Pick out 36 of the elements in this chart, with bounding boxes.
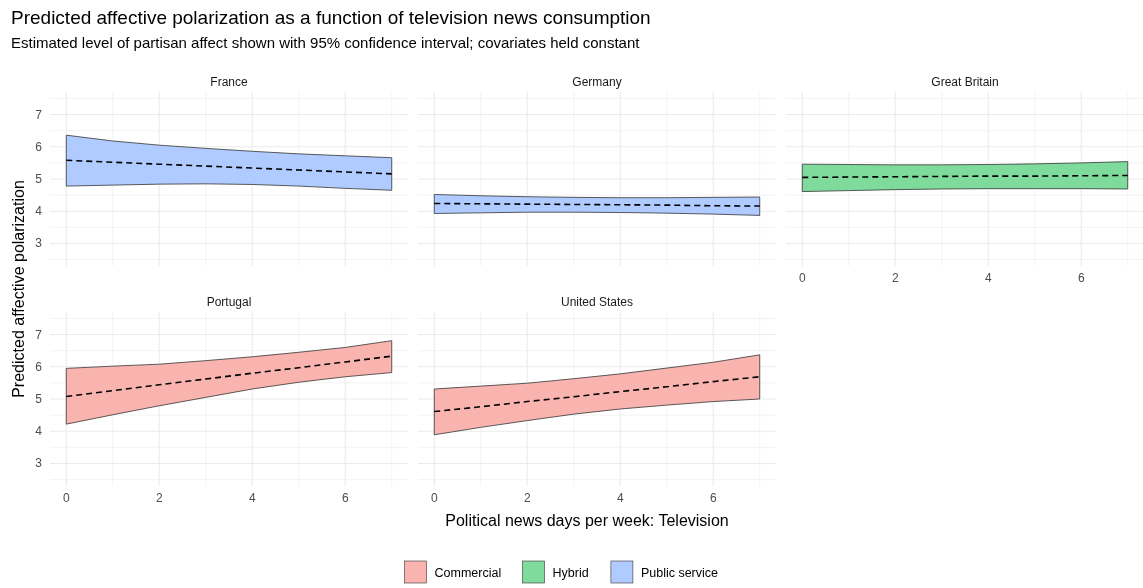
x-tick-label: 2 <box>523 491 531 505</box>
y-tick-label: 5 <box>35 172 43 186</box>
y-tick-label: 3 <box>35 236 43 251</box>
legend-label: Commercial <box>434 566 502 580</box>
x-tick-label: 2 <box>891 271 899 285</box>
y-tick-label: 3 <box>35 456 43 471</box>
y-tick-label: 7 <box>35 327 43 342</box>
chart-title: Germany <box>572 75 622 89</box>
y-tick-label: 6 <box>35 139 43 154</box>
line-series <box>65 355 393 398</box>
x-tick-label: 4 <box>248 491 256 505</box>
x-tick-label: 6 <box>709 491 717 505</box>
chart-title: Great Britain <box>931 75 999 89</box>
y-tick-label: 4 <box>35 424 43 439</box>
legend-label: Public service <box>640 566 719 580</box>
text: Estimated level of partisan affect shown with 95% confidence interval; covariates held constant <box>11 34 641 51</box>
y-tick-label: 7 <box>35 107 43 122</box>
y-tick-label: 6 <box>35 359 43 374</box>
x-tick-label: 2 <box>155 491 163 505</box>
x-tick-label: 0 <box>430 491 438 505</box>
x-tick-label: 4 <box>616 491 624 505</box>
legend-label: Hybrid <box>552 566 589 580</box>
x-tick-label: 0 <box>798 271 806 285</box>
x-tick-label: 6 <box>341 491 349 505</box>
text: Predicted affective polarization as a function of television news consumption <box>11 7 651 28</box>
y-tick-label: 4 <box>35 204 43 219</box>
chart-title: United States <box>560 295 634 309</box>
x-tick-label: 6 <box>1077 271 1085 285</box>
y-axis-title: Predicted affective polarization <box>10 180 27 398</box>
chart-title: France <box>210 75 248 89</box>
x-tick-label: 0 <box>62 491 70 505</box>
x-tick-label: 4 <box>984 271 992 285</box>
chart-title: Portugal <box>206 295 252 309</box>
line-series <box>65 159 393 175</box>
x-axis-title: Political news days per week: Television <box>445 512 729 529</box>
y-tick-label: 5 <box>35 392 43 406</box>
